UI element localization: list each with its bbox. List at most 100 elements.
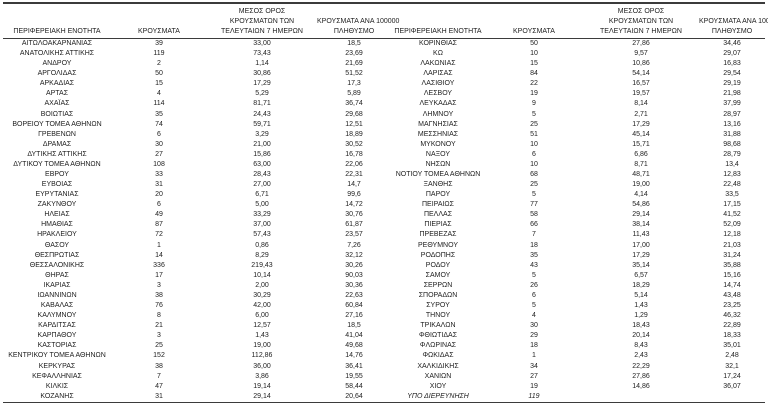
cases-cell: 50	[155, 70, 163, 78]
region-cell: ΦΛΩΡΙΝΑΣ	[419, 342, 457, 350]
region-cell: ΝΑΞΟΥ	[425, 150, 451, 158]
region-cell: ΘΗΡΑΣ	[45, 271, 69, 279]
table-row: ΖΑΚΥΝΘΟΥ 6 5,00 14,72 ΠΕΙΡΑΙΩΣ 77 54,86 17,15	[3, 200, 765, 210]
avg7-cell: 27,86	[632, 372, 650, 380]
cases-cell: 22	[530, 80, 538, 88]
header-label: ΚΡΟΥΣΜΑΤΑ	[513, 28, 555, 35]
table-row: ΘΑΣΟΥ 1 0,86 7,26 ΡΕΘΥΜΝΟΥ 18 17,00 21,03	[3, 241, 765, 251]
avg7-cell: 14,86	[632, 382, 650, 390]
table-row: ΑΙΤΩΛΟΑΚΑΡΝΑΝΙΑΣ 39 33,00 18,5 ΚΟΡΙΝΘΙΑΣ 50 27…	[3, 39, 765, 50]
cases-cell: 152	[153, 352, 165, 360]
cases-cell: 5	[532, 271, 536, 279]
per100k-cell: 22,89	[723, 322, 741, 330]
column-header-per100k-left: ΚΡΟΥΣΜΑΤΑ ΑΝΑ 100000 ΠΛΗΘΥΣΜΟ	[317, 3, 399, 39]
avg7-cell: 33,00	[253, 40, 271, 47]
per100k-cell: 17,3	[347, 80, 361, 88]
per100k-cell: 12,18	[723, 231, 741, 239]
header-label: ΜΕΣΟΣ ΟΡΟΣ	[238, 8, 286, 15]
cases-cell: 336	[153, 261, 165, 269]
table-row: ΚΑΣΤΟΡΙΑΣ 25 19,00 49,68 ΦΛΩΡΙΝΑΣ 18 8,43 35,01	[3, 341, 765, 351]
avg7-cell: 6,57	[634, 271, 648, 279]
region-cell: ΗΛΕΙΑΣ	[44, 211, 70, 219]
avg7-cell: 27,00	[253, 181, 271, 189]
cases-cell: 114	[153, 100, 165, 108]
avg7-cell: 21,00	[253, 140, 271, 148]
cases-cell: 1	[532, 352, 536, 360]
table-row: ΔΡΑΜΑΣ 30 21,00 30,52 ΜΥΚΟΝΟΥ 10 15,71 98,68	[3, 140, 765, 150]
cases-cell: 30	[155, 140, 163, 148]
per100k-cell: 98,68	[723, 140, 741, 148]
per100k-cell: 43,48	[723, 291, 741, 299]
region-cell: ΚΕΡΚΥΡΑΣ	[38, 362, 76, 370]
cases-cell: 43	[530, 261, 538, 269]
region-cell: ΗΡΑΚΛΕΙΟΥ	[37, 231, 77, 239]
avg7-cell: 1,29	[634, 312, 648, 320]
region-cell: ΙΚΑΡΙΑΣ	[43, 281, 71, 289]
header-label: ΚΡΟΥΣΜΑΤΑ	[138, 28, 180, 35]
avg7-cell: 8,43	[634, 342, 648, 350]
table-row: ΑΡΓΟΛΙΔΑΣ 50 30,86 51,52 ΛΑΡΙΣΑΣ 84 54,14 29,54	[3, 69, 765, 79]
table-row: ΚΑΡΔΙΤΣΑΣ 21 12,57 18,5 ΤΡΙΚΑΛΩΝ 30 18,43 22,89	[3, 321, 765, 331]
region-cell: ΖΑΚΥΝΘΟΥ	[37, 201, 77, 209]
region-cell: ΕΥΡΥΤΑΝΙΑΣ	[35, 191, 79, 199]
table-row: ΘΕΣΣΑΛΟΝΙΚΗΣ 336 219,43 30,26 ΡΟΔΟΥ 43 35,14 35…	[3, 261, 765, 271]
region-cell: ΚΑΒΑΛΑΣ	[40, 302, 74, 310]
cases-cell: 5	[532, 110, 536, 118]
avg7-cell: 81,71	[253, 100, 271, 108]
table-row: ΚΑΛΥΜΝΟΥ 8 6,00 27,16 ΤΗΝΟΥ 4 1,29 46,32	[3, 311, 765, 321]
per100k-cell: 16,83	[723, 60, 741, 68]
cases-cell: 10	[530, 50, 538, 58]
region-cell: ΑΝΔΡΟΥ	[42, 60, 72, 68]
header-label: ΠΛΗΘΥΣΜΟ	[711, 28, 753, 35]
cases-cell: 87	[155, 221, 163, 229]
per100k-cell: 22,63	[345, 291, 363, 299]
region-cell: ΚΑΡΔΙΤΣΑΣ	[38, 322, 76, 330]
region-cell: ΡΟΔΟΥ	[425, 261, 451, 269]
region-cell: ΘΑΣΟΥ	[44, 241, 70, 249]
table-row: ΗΜΑΘΙΑΣ 87 37,00 61,87 ΠΙΕΡΙΑΣ 66 38,14 52,09	[3, 220, 765, 230]
table-row: ΚΕΦΑΛΛΗΝΙΑΣ 7 3,86 19,55 ΧΑΝΙΩΝ 27 27,86 17,24	[3, 372, 765, 382]
region-cell: ΠΡΕΒΕΖΑΣ	[419, 231, 457, 239]
per100k-cell: 60,84	[345, 302, 363, 310]
column-header-avg7-right: ΜΕΣΟΣ ΟΡΟΣ ΚΡΟΥΣΜΑΤΩΝ ΤΩΝ ΤΕΛΕΥΤΑΙΩΝ 7 Η…	[583, 3, 699, 39]
region-cell: ΑΧΑΪΑΣ	[44, 100, 70, 108]
cases-cell: 35	[155, 110, 163, 118]
avg7-cell: 19,14	[253, 382, 271, 390]
table-row: ΔΥΤΙΚΟΥ ΤΟΜΕΑ ΑΘΗΝΩΝ 108 63,00 22,06 ΝΗΣΩΝ 10…	[3, 160, 765, 170]
per100k-cell: 51,52	[345, 70, 363, 78]
region-cell: ΧΙΟΥ	[429, 382, 447, 390]
region-cell: ΜΥΚΟΝΟΥ	[420, 140, 456, 148]
region-cell: ΑΡΚΑΔΙΑΣ	[39, 80, 75, 88]
per100k-cell: 18,33	[723, 332, 741, 340]
avg7-cell: 6,86	[634, 150, 648, 158]
table-row: ΒΟΡΕΙΟΥ ΤΟΜΕΑ ΑΘΗΝΩΝ 74 59,71 12,51 ΜΑΓΝΗΣΙΑ…	[3, 120, 765, 130]
cases-cell: 6	[157, 201, 161, 209]
per100k-cell: 21,98	[723, 90, 741, 98]
region-cell: ΒΟΡΕΙΟΥ ΤΟΜΕΑ ΑΘΗΝΩΝ	[12, 120, 102, 128]
avg7-cell: 10,14	[253, 271, 271, 279]
avg7-cell: 8,71	[634, 160, 648, 168]
per100k-cell: 61,87	[345, 221, 363, 229]
cases-cell: 76	[155, 302, 163, 310]
avg7-cell: 17,29	[632, 251, 650, 259]
region-cell: ΠΕΙΡΑΙΩΣ	[422, 201, 454, 209]
per100k-cell: 28,97	[723, 110, 741, 118]
avg7-cell: 18,29	[632, 281, 650, 289]
cases-cell: 7	[157, 372, 161, 380]
avg7-cell: 20,14	[632, 332, 650, 340]
region-cell: ΘΕΣΠΡΩΤΙΑΣ	[34, 251, 80, 259]
table-row: ΘΗΡΑΣ 17 10,14 90,03 ΣΑΜΟΥ 5 6,57 15,16	[3, 271, 765, 281]
avg7-cell: 219,43	[251, 261, 273, 269]
column-header-per100k-right: ΚΡΟΥΣΜΑΤΑ ΑΝΑ 100000 ΠΛΗΘΥΣΜΟ	[699, 3, 768, 39]
region-cell: ΑΡΓΟΛΙΔΑΣ	[37, 70, 77, 78]
avg7-cell: 15,71	[632, 140, 650, 148]
avg7-cell: 19,00	[253, 342, 271, 350]
region-cell: ΞΑΝΘΗΣ	[423, 181, 453, 189]
avg7-cell: 2,71	[634, 110, 648, 118]
region-cell: ΗΜΑΘΙΑΣ	[41, 221, 73, 229]
avg7-cell: 8,14	[634, 100, 648, 108]
avg7-cell: 1,43	[255, 332, 269, 340]
cases-cell: 17	[155, 271, 163, 279]
region-cell: ΛΑΚΩΝΙΑΣ	[420, 60, 456, 68]
per100k-cell: 58,44	[345, 382, 363, 390]
